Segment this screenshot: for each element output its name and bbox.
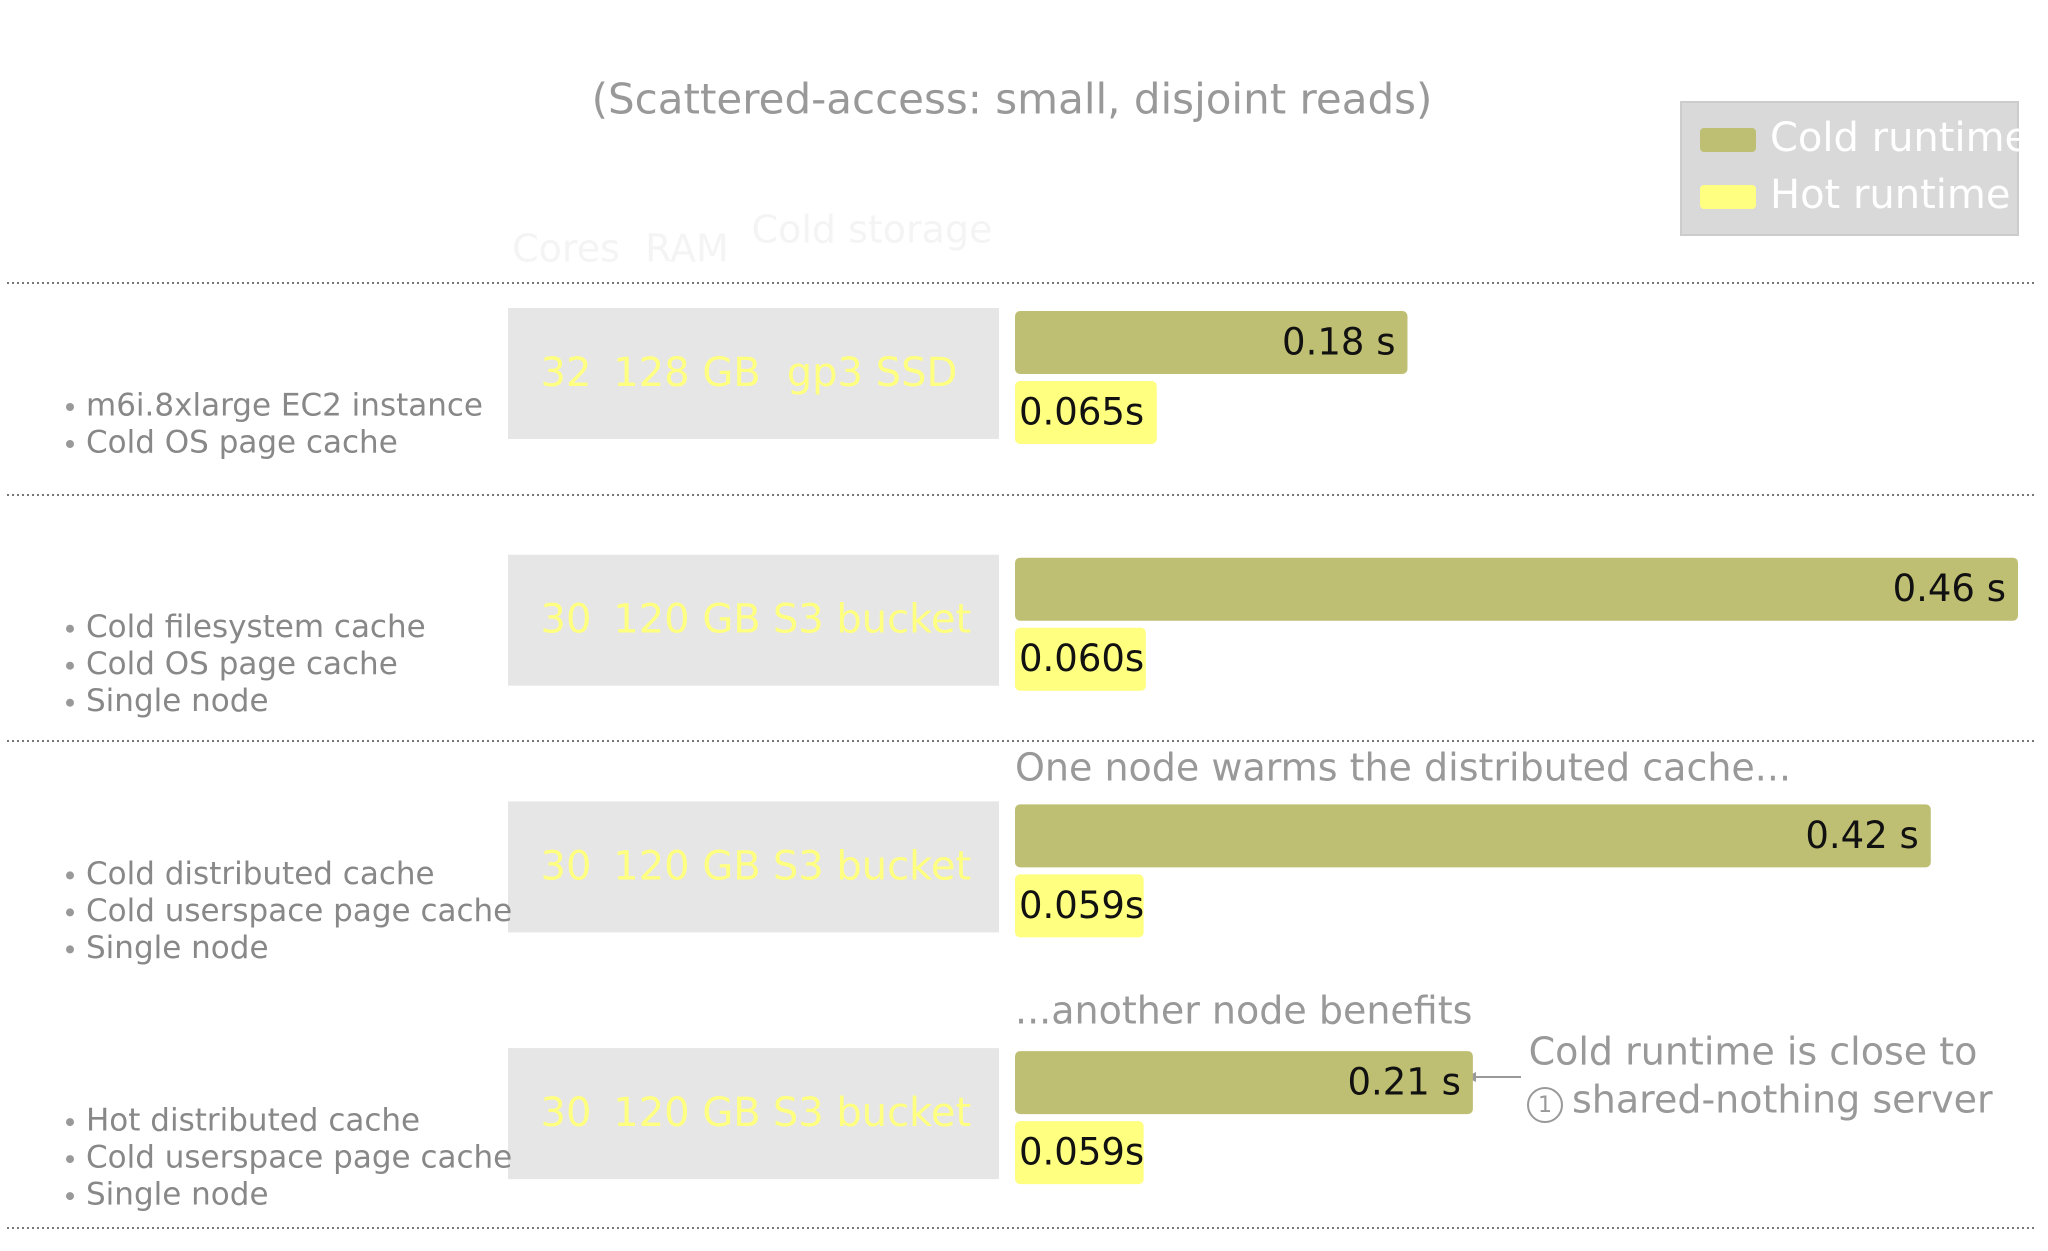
row-note: Single node bbox=[86, 930, 269, 966]
legend-swatch bbox=[1700, 128, 1756, 152]
bullet bbox=[66, 403, 74, 411]
value-label: 0.21 s bbox=[1347, 1061, 1460, 1104]
value-label: 0.060s bbox=[1019, 637, 1144, 680]
spec-value: 120 GB bbox=[613, 1090, 761, 1136]
spec-value: 120 GB bbox=[613, 843, 761, 889]
spec-value: S3 bucket bbox=[773, 597, 971, 643]
bullet bbox=[66, 1192, 74, 1201]
spec-value: S3 bucket bbox=[773, 843, 971, 889]
spec-value: 30 bbox=[541, 597, 592, 643]
row-note: Cold distributed cache bbox=[86, 856, 435, 892]
spec-value: 30 bbox=[541, 1090, 592, 1136]
spec-box bbox=[508, 801, 999, 933]
value-label: 0.059s bbox=[1019, 1131, 1144, 1174]
annotation: ...another node benefits bbox=[1015, 989, 1472, 1033]
spec-box bbox=[508, 1048, 999, 1180]
chart-subtitle: (Scattered-access: small, disjoint reads… bbox=[592, 75, 1433, 124]
bar bbox=[1015, 1121, 1144, 1185]
row-note: Cold OS page cache bbox=[86, 646, 398, 682]
bar bbox=[1015, 627, 1146, 691]
column-header: Cold storage bbox=[752, 208, 993, 252]
dividers bbox=[7, 282, 2037, 1229]
bullet bbox=[66, 871, 74, 880]
row-note: Cold filesystem cache bbox=[86, 609, 426, 645]
legend-swatch bbox=[1700, 185, 1756, 209]
spec-box bbox=[508, 308, 999, 439]
note: Cold runtime is close to bbox=[1529, 1030, 1978, 1074]
value-label: 0.42 s bbox=[1805, 814, 1918, 857]
row-note: Cold OS page cache bbox=[86, 425, 398, 461]
bar bbox=[1015, 381, 1157, 444]
bullet bbox=[66, 1118, 74, 1127]
legend-label: Cold runtime bbox=[1770, 115, 2029, 161]
spec-value: 32 bbox=[541, 350, 592, 396]
spec-value: 30 bbox=[541, 843, 592, 889]
note-icon bbox=[1527, 1087, 1563, 1123]
spec-box bbox=[508, 554, 999, 686]
row-note: Cold userspace page cache bbox=[86, 1140, 512, 1176]
spec-value: gp3 SSD bbox=[787, 350, 958, 396]
bar bbox=[1015, 874, 1144, 938]
row-note: m6i.8xlarge EC2 instance bbox=[86, 388, 483, 424]
bullet bbox=[66, 661, 74, 670]
row-note: Cold userspace page cache bbox=[86, 893, 512, 929]
value-label: 0.065s bbox=[1019, 391, 1144, 434]
bullet bbox=[66, 698, 74, 707]
value-label: 0.059s bbox=[1019, 884, 1144, 927]
note-icon-digit: 1 bbox=[1538, 1093, 1552, 1118]
bullet bbox=[66, 945, 74, 954]
note: shared-nothing server bbox=[1572, 1078, 1993, 1122]
bullet bbox=[66, 624, 74, 633]
value-label: 0.46 s bbox=[1893, 567, 2006, 610]
bar bbox=[1015, 557, 2018, 621]
bar bbox=[1015, 1051, 1473, 1115]
legend-box bbox=[1680, 101, 2019, 236]
column-header: Cores bbox=[512, 227, 620, 271]
value-label: 0.18 s bbox=[1282, 321, 1395, 364]
spec-value: S3 bucket bbox=[773, 1090, 971, 1136]
spec-value: 128 GB bbox=[613, 350, 761, 396]
bar bbox=[1015, 804, 1931, 868]
bullet bbox=[66, 440, 74, 448]
row-note: Hot distributed cache bbox=[86, 1103, 420, 1139]
row-note: Single node bbox=[86, 683, 269, 719]
column-header: RAM bbox=[645, 227, 729, 271]
bar bbox=[1015, 311, 1408, 374]
spec-value: 120 GB bbox=[613, 597, 761, 643]
legend-label: Hot runtime bbox=[1770, 172, 2010, 218]
bullet bbox=[66, 1155, 74, 1164]
bullet bbox=[66, 908, 74, 917]
row-note: Single node bbox=[86, 1177, 269, 1213]
annotation: One node warms the distributed cache... bbox=[1015, 746, 1791, 790]
